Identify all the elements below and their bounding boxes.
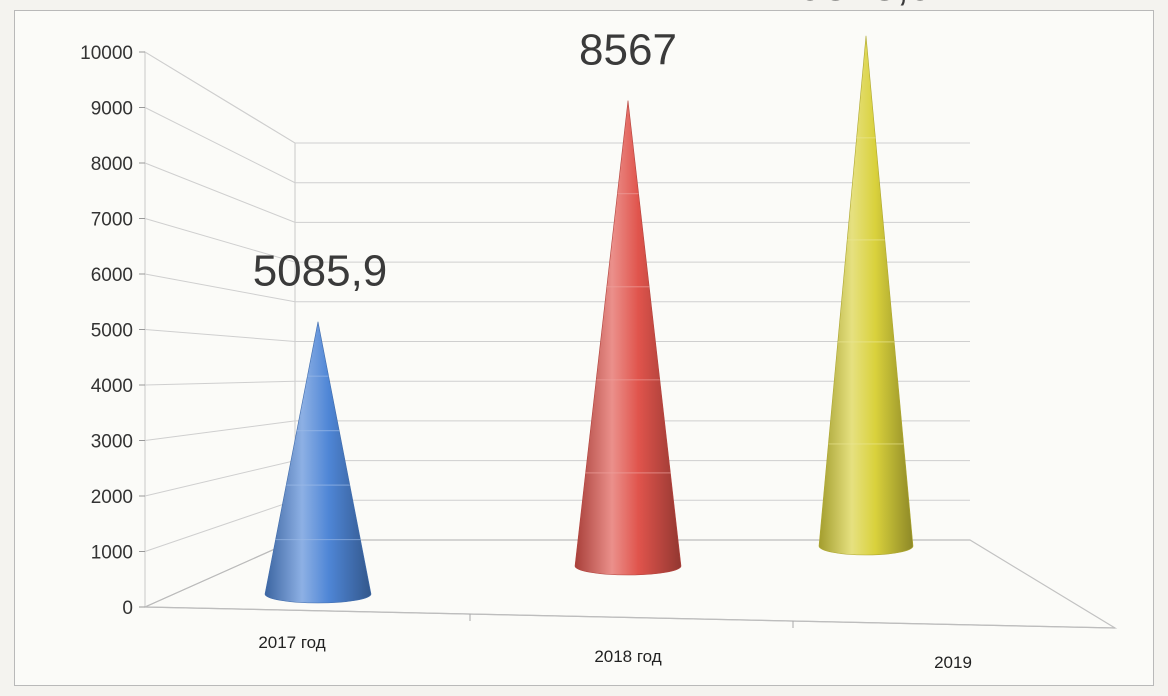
y-tick-label: 9000 [91,99,133,120]
x-axis-labels: 2017 год 2018 год 2019 [258,633,972,672]
y-tick-label: 1000 [91,543,133,564]
y-tick-label: 4000 [91,376,133,397]
x-axis-line [144,606,1116,629]
y-tick-label: 5000 [91,321,133,342]
gridline [144,162,970,223]
y-tick-label: 7000 [91,210,133,231]
gridline [144,218,970,263]
y-tick-label: 0 [122,598,133,619]
y-tick-label: 10000 [80,43,133,64]
y-tick-label: 6000 [91,265,133,286]
gridline [144,380,970,386]
cone-1 [264,321,372,604]
cones [264,35,914,604]
value-labels: 5085,9 8567 9373,9 [253,0,934,296]
value-label: 8567 [579,26,677,75]
x-tick-label: 2018 год [594,647,661,666]
x-tick-label: 2019 [934,653,972,672]
side-wall [144,51,296,608]
gridline [144,107,970,184]
gridline [144,273,970,303]
y-tick-label: 2000 [91,487,133,508]
cone-3 [818,35,914,556]
y-axis-ticks: 0 1000 2000 3000 4000 5000 6000 7000 8000 9000 100… [80,43,145,619]
y-tick-label: 3000 [91,432,133,453]
gridline [144,420,970,441]
value-label: 5085,9 [253,247,388,296]
y-tick-label: 8000 [91,154,133,175]
gridline [144,51,970,144]
cone-2 [574,100,682,576]
gridlines [144,51,970,608]
gridline [144,329,970,342]
value-label: 9373,9 [799,0,934,10]
x-tick-label: 2017 год [258,633,325,652]
chart-frame [14,10,1154,686]
